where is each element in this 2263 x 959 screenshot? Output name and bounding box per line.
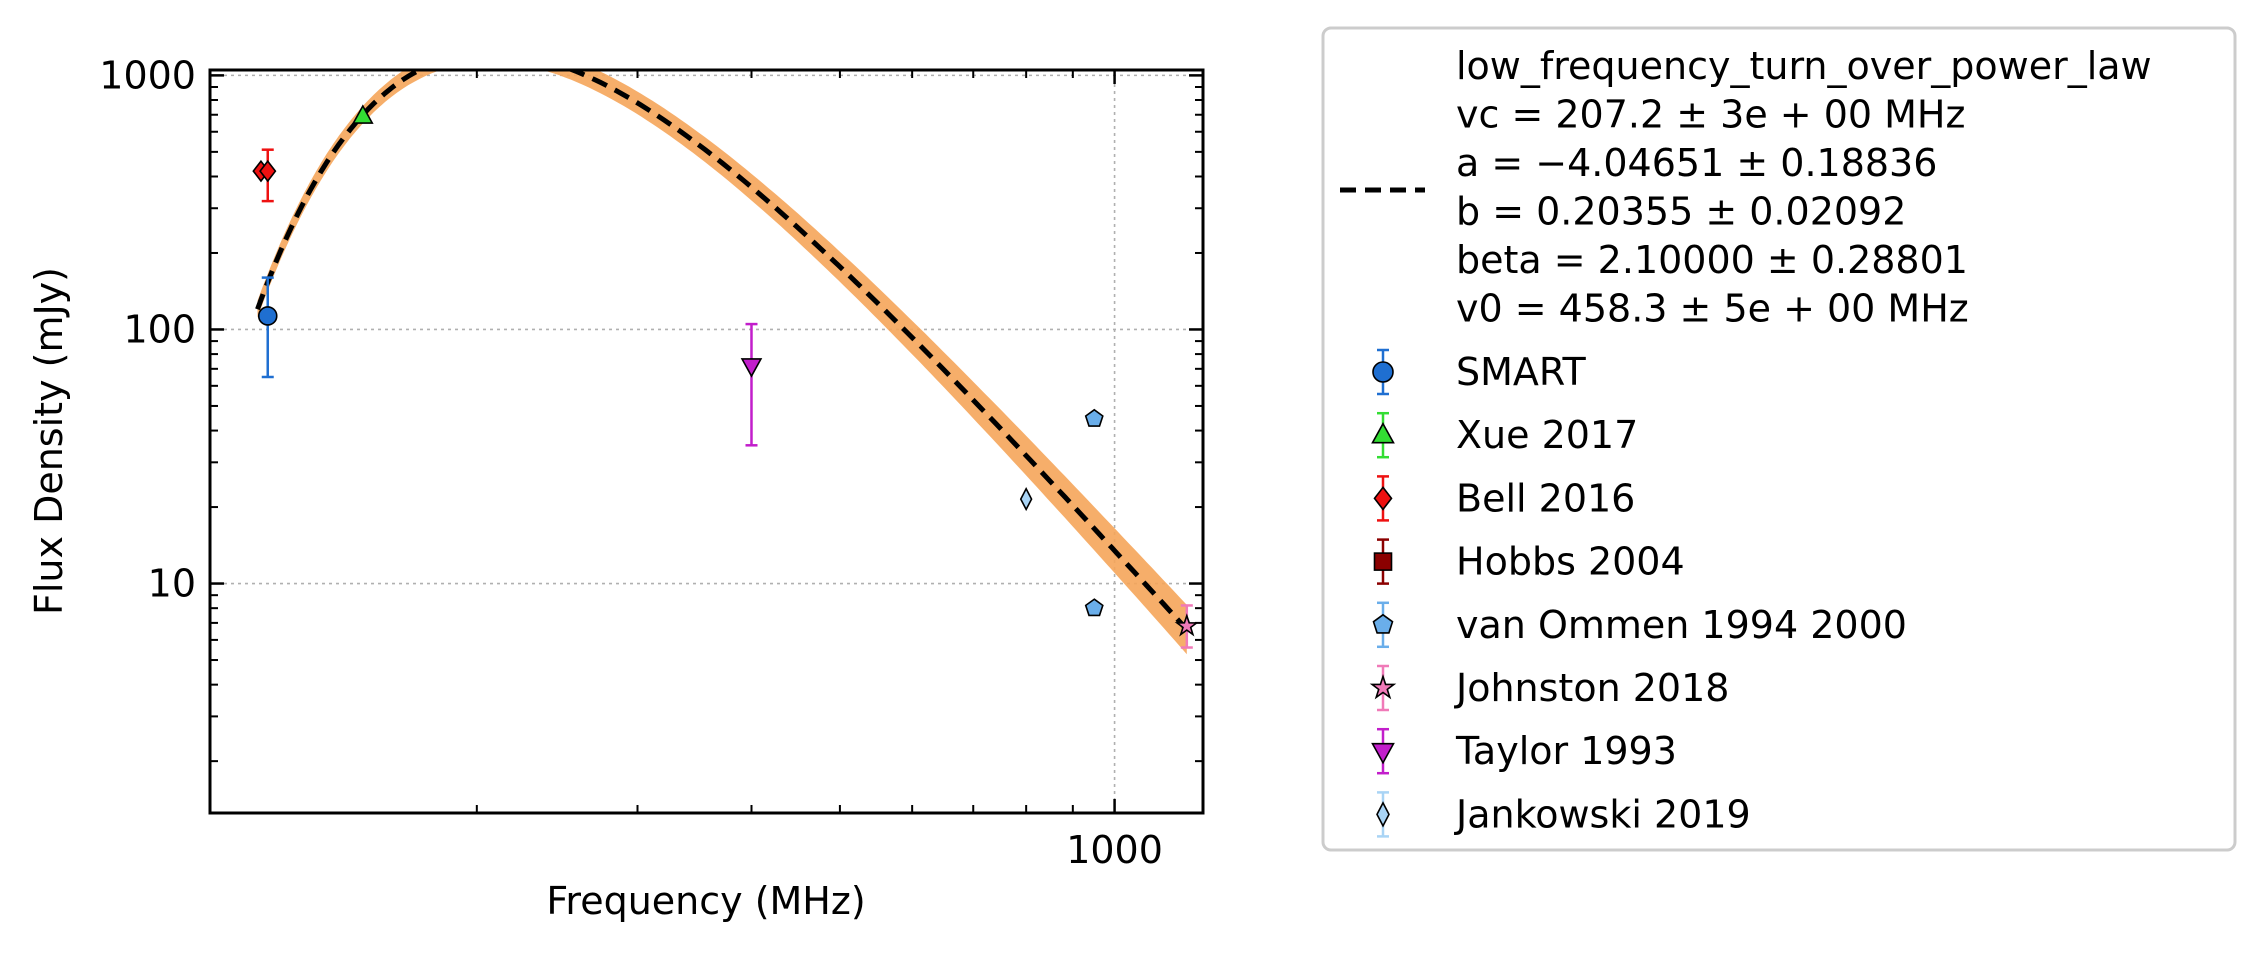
legend-label: Bell 2016 — [1456, 476, 1635, 520]
x-axis-label: Frequency (MHz) — [546, 879, 865, 923]
legend-label: SMART — [1456, 350, 1587, 394]
legend-marker — [1371, 742, 1395, 765]
grid — [210, 70, 1203, 813]
legend-label: Taylor 1993 — [1455, 729, 1677, 773]
tick-labels: 10 100 1000 1000 — [99, 53, 1163, 872]
legend-label: Xue 2017 — [1456, 413, 1638, 457]
point-smart — [257, 306, 278, 326]
y-tick-label: 10 — [148, 562, 196, 606]
legend-entry: Bell 2016 — [1373, 475, 1635, 522]
legend-entry: Hobbs 2004 — [1373, 538, 1685, 585]
legend-label: van Ommen 1994 2000 — [1456, 603, 1907, 647]
legend-entry: van Ommen 1994 2000 — [1372, 601, 1907, 649]
legend-entry: Taylor 1993 — [1371, 727, 1677, 775]
point-taylor-1993 — [740, 358, 763, 378]
point-xue-2017 — [352, 104, 374, 124]
legend-entry: Xue 2017 — [1371, 411, 1638, 459]
legend-entry: Jankowski 2019 — [1376, 791, 1751, 838]
legend-label: Hobbs 2004 — [1456, 540, 1685, 584]
legend-fit-line: vc = 207.2 ± 3e + 00 MHz — [1456, 93, 1965, 137]
point-van-ommen-1994-2000 — [1084, 408, 1104, 427]
legend-entry: Johnston 2018 — [1369, 664, 1729, 712]
fit-curve-layer — [255, 70, 1189, 632]
legend-box — [1321, 26, 2237, 852]
legend-marker — [1376, 801, 1390, 828]
legend-marker — [1371, 422, 1395, 444]
legend-marker — [1373, 552, 1393, 571]
x-tick-label: 1000 — [1066, 828, 1163, 872]
legend-label: Jankowski 2019 — [1454, 792, 1751, 836]
legend-entry: SMART — [1372, 348, 1587, 396]
legend-fit-line: b = 0.20355 ± 0.02092 — [1456, 190, 1906, 234]
legend-marker — [1373, 486, 1393, 511]
legend-fit-line: beta = 2.10000 ± 0.28801 — [1456, 238, 1968, 282]
data-points-layer — [252, 104, 1200, 649]
fit-curve — [255, 70, 1189, 632]
legend-marker — [1369, 673, 1397, 700]
y-tick-label: 100 — [123, 307, 196, 351]
plot-frame — [208, 68, 1205, 815]
point-van-ommen-1994-2000 — [1084, 598, 1104, 617]
legend-fit-line: v0 = 458.3 ± 5e + 00 MHz — [1456, 287, 1969, 331]
legend-label: Johnston 2018 — [1454, 666, 1729, 710]
point-jankowski-2019 — [1019, 486, 1033, 512]
legend-marker — [1372, 361, 1394, 383]
legend-marker — [1372, 613, 1394, 634]
legend-fit-line: low_frequency_turn_over_power_law — [1456, 44, 2152, 88]
y-tick-label: 1000 — [99, 53, 196, 97]
point-johnston-2018 — [1174, 613, 1200, 637]
point-bell-2016 — [259, 159, 277, 183]
legend-entries: SMART Xue 2017 Bell 2016 Hobbs 2004 van Omme… — [1369, 348, 1907, 838]
legend-fit-line: a = −4.04651 ± 0.18836 — [1456, 141, 1937, 185]
y-axis-label: Flux Density (mJy) — [27, 267, 71, 615]
